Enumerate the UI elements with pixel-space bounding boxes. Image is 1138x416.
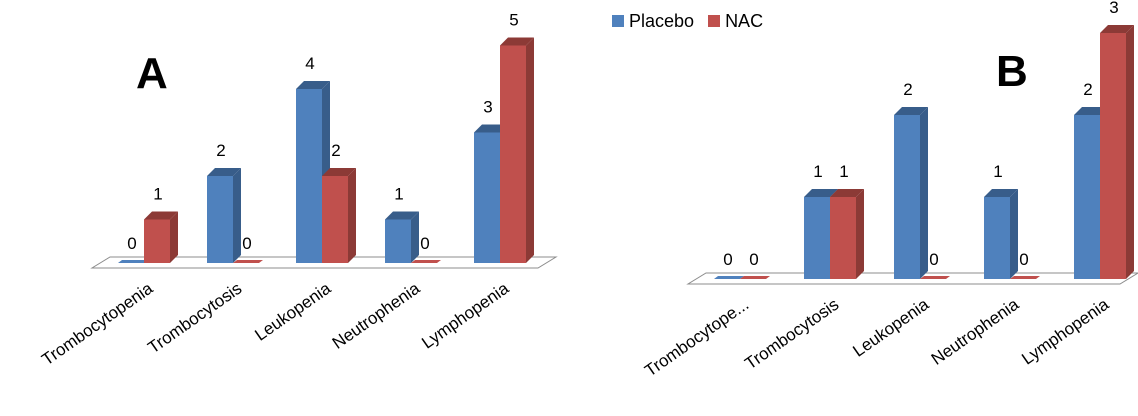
panel-a-lymphopenia-placebo-bar xyxy=(474,132,500,263)
panel-a-neutrophenia-placebo-data-label: 1 xyxy=(394,185,403,204)
panel-label-b: B xyxy=(996,47,1028,96)
panel-b-neutrophenia-placebo-bar xyxy=(984,197,1010,279)
panel-a-leukopenia-placebo-bar xyxy=(296,89,322,263)
panel-a-leukopenia-placebo-bar-top xyxy=(296,81,330,89)
panel-a-x-tick-label-lymphopenia: Lymphopenia xyxy=(418,278,512,352)
legend-label-placebo: Placebo xyxy=(629,10,695,31)
panel-a-x-tick-label-trombocytopenia: Trombocytopenia xyxy=(38,278,156,369)
panel-b-trombocytosis-nac-bar xyxy=(830,197,856,279)
panel-b-trombocytope-nac-data-label: 0 xyxy=(749,250,758,269)
panel-a-lymphopenia-nac-data-label: 5 xyxy=(509,11,518,30)
panel-a-trombocytopenia-nac-bar-side xyxy=(170,211,178,263)
panel-b-neutrophenia-placebo-bar-side xyxy=(1010,189,1018,279)
panel-b-lymphopenia-placebo-bar-top xyxy=(1074,107,1108,115)
panel-a-trombocytopenia-placebo-bar xyxy=(118,260,148,263)
panel-b-lymphopenia-placebo-data-label: 2 xyxy=(1083,80,1092,99)
legend-label-nac: NAC xyxy=(725,10,764,31)
panel-a-x-tick-label-trombocytosis: Trombocytosis xyxy=(144,279,245,358)
panel-a-leukopenia-nac-bar xyxy=(322,176,348,263)
panel-b-neutrophenia-placebo-data-label: 1 xyxy=(993,162,1002,181)
panel-b-x-tick-label-trombocytosis: Trombocytosis xyxy=(741,295,842,374)
panel-b-leukopenia-placebo-data-label: 2 xyxy=(903,80,912,99)
panel-b-lymphopenia-nac-data-label: 3 xyxy=(1109,0,1118,17)
panel-a-lymphopenia-nac-bar xyxy=(500,45,526,263)
panel-label-a: A xyxy=(136,49,168,98)
panel-b-trombocytope-placebo-bar xyxy=(714,276,744,279)
panel-b-x-tick-label-trombocytope: Trombocytope... xyxy=(641,295,752,381)
panel-b-leukopenia-placebo-bar xyxy=(894,115,920,279)
panel-a-neutrophenia-placebo-bar-top xyxy=(385,211,419,220)
panel-a-trombocytopenia-nac-data-label: 1 xyxy=(153,185,162,204)
panel-b-trombocytope-placebo-data-label: 0 xyxy=(723,250,732,269)
panel-b-trombocytosis-nac-data-label: 1 xyxy=(839,162,848,181)
panel-b-lymphopenia-nac-bar-side xyxy=(1126,25,1134,279)
panel-b-neutrophenia-nac-bar xyxy=(1010,276,1040,279)
panel-b-trombocytosis-nac-bar-side xyxy=(856,189,864,279)
panel-a-trombocytosis-nac-data-label: 0 xyxy=(242,234,251,253)
panel-a-leukopenia-nac-bar-side xyxy=(348,168,356,263)
panel-a-trombocytosis-placebo-data-label: 2 xyxy=(216,141,225,160)
panel-a-neutrophenia-placebo-bar-side xyxy=(411,211,419,263)
panel-b-neutrophenia-nac-data-label: 0 xyxy=(1019,250,1028,269)
panel-a-neutrophenia-placebo-bar xyxy=(385,219,411,263)
panel-b-lymphopenia-nac-bar-top xyxy=(1100,25,1134,33)
panel-b-trombocytope-nac-bar xyxy=(740,276,770,279)
panel-b-x-tick-label-leukopenia: Leukopenia xyxy=(849,294,932,360)
panel-b-trombocytosis-placebo-data-label: 1 xyxy=(813,162,822,181)
legend-item-nac: NAC xyxy=(708,11,763,32)
panel-a-lymphopenia-nac-bar-top xyxy=(500,37,534,46)
panel-b-x-tick-label-neutrophenia: Neutrophenia xyxy=(928,294,1023,368)
panel-a-neutrophenia-nac-bar xyxy=(411,260,441,263)
panel-b-leukopenia-nac-bar xyxy=(920,276,950,279)
panel-a-leukopenia-nac-data-label: 2 xyxy=(331,141,340,160)
panel-a-trombocytopenia-nac-bar-top xyxy=(144,211,178,220)
panel-a-trombocytosis-placebo-bar xyxy=(207,176,233,263)
panel-b-leukopenia-placebo-bar-top xyxy=(894,107,928,115)
chart-panel-a: 0 1 Trombocytopenia 2 0 Trombocytosis 4 2 Leukop… xyxy=(38,11,558,369)
panel-b-leukopenia-placebo-bar-side xyxy=(920,107,928,279)
panel-b-lymphopenia-nac-bar xyxy=(1100,33,1126,279)
panel-b-trombocytosis-placebo-bar-top xyxy=(804,189,838,197)
panel-a-trombocytosis-placebo-bar-side xyxy=(233,168,241,263)
panel-b-lymphopenia-placebo-bar xyxy=(1074,115,1100,279)
legend-item-placebo: Placebo xyxy=(612,11,694,32)
panel-a-lymphopenia-nac-bar-side xyxy=(526,37,534,263)
panel-a-x-tick-label-leukopenia: Leukopenia xyxy=(251,278,334,344)
legend-swatch-nac xyxy=(708,15,721,27)
panel-a-leukopenia-nac-bar-top xyxy=(322,168,356,176)
panel-a-trombocytopenia-nac-bar xyxy=(144,219,170,263)
legend: Placebo NAC xyxy=(612,10,763,32)
panel-b-neutrophenia-placebo-bar-top xyxy=(984,189,1018,197)
panel-a-x-tick-label-neutrophenia: Neutrophenia xyxy=(329,278,424,352)
panel-a-trombocytopenia-placebo-data-label: 0 xyxy=(127,234,136,253)
panel-b-leukopenia-nac-data-label: 0 xyxy=(929,250,938,269)
panel-a-leukopenia-placebo-data-label: 4 xyxy=(305,54,314,73)
panel-a-trombocytosis-nac-bar xyxy=(233,260,263,263)
panel-a-neutrophenia-nac-data-label: 0 xyxy=(420,234,429,253)
panel-a-lymphopenia-placebo-data-label: 3 xyxy=(483,98,492,117)
panel-b-trombocytosis-placebo-bar xyxy=(804,197,830,279)
legend-swatch-placebo xyxy=(612,15,624,27)
panel-a-trombocytosis-placebo-bar-top xyxy=(207,168,241,176)
panel-b-x-tick-label-lymphopenia: Lymphopenia xyxy=(1018,294,1112,368)
panel-b-trombocytosis-nac-bar-top xyxy=(830,189,864,197)
panel-a-lymphopenia-placebo-bar-top xyxy=(474,124,508,133)
